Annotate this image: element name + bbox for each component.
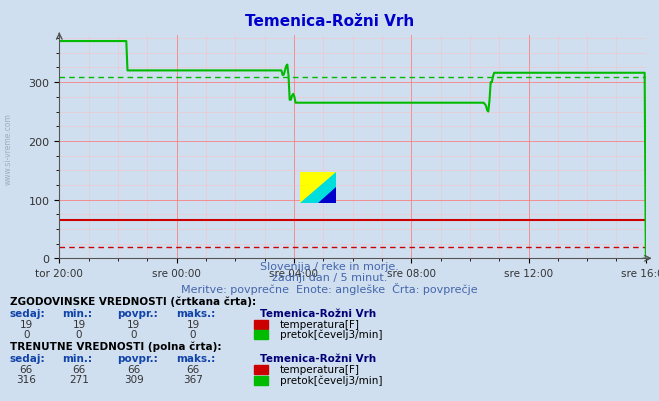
Text: temperatura[F]: temperatura[F]	[280, 319, 360, 329]
Text: TRENUTNE VREDNOSTI (polna črta):: TRENUTNE VREDNOSTI (polna črta):	[10, 341, 221, 351]
Text: 66: 66	[72, 364, 86, 374]
Text: 0: 0	[76, 329, 82, 339]
Text: povpr.:: povpr.:	[117, 308, 158, 318]
Text: Temenica-Rožni Vrh: Temenica-Rožni Vrh	[260, 308, 376, 318]
Text: sedaj:: sedaj:	[10, 353, 45, 363]
Text: povpr.:: povpr.:	[117, 353, 158, 363]
Text: sedaj:: sedaj:	[10, 308, 45, 318]
Text: maks.:: maks.:	[177, 353, 216, 363]
Text: 19: 19	[72, 319, 86, 329]
Text: 19: 19	[127, 319, 140, 329]
Text: ZGODOVINSKE VREDNOSTI (črtkana črta):: ZGODOVINSKE VREDNOSTI (črtkana črta):	[10, 296, 256, 306]
Text: 309: 309	[124, 375, 144, 385]
Text: Temenica-Rožni Vrh: Temenica-Rožni Vrh	[260, 353, 376, 363]
Text: 66: 66	[127, 364, 140, 374]
Text: 271: 271	[69, 375, 89, 385]
Polygon shape	[318, 188, 336, 203]
Text: 19: 19	[186, 319, 200, 329]
Text: min.:: min.:	[63, 353, 93, 363]
Text: maks.:: maks.:	[177, 308, 216, 318]
Text: zadnji dan / 5 minut.: zadnji dan / 5 minut.	[272, 272, 387, 282]
Polygon shape	[300, 173, 336, 203]
Polygon shape	[300, 173, 336, 203]
Text: min.:: min.:	[63, 308, 93, 318]
Text: 316: 316	[16, 375, 36, 385]
Text: 367: 367	[183, 375, 203, 385]
Text: Meritve: povprečne  Enote: angleške  Črta: povprečje: Meritve: povprečne Enote: angleške Črta:…	[181, 282, 478, 294]
Text: www.si-vreme.com: www.si-vreme.com	[3, 113, 13, 184]
Text: 19: 19	[20, 319, 33, 329]
Text: 66: 66	[20, 364, 33, 374]
Text: Temenica-Rožni Vrh: Temenica-Rožni Vrh	[245, 14, 414, 29]
Text: 0: 0	[130, 329, 137, 339]
Text: 0: 0	[190, 329, 196, 339]
Text: 66: 66	[186, 364, 200, 374]
Text: pretok[čevelj3/min]: pretok[čevelj3/min]	[280, 329, 383, 339]
Text: 0: 0	[23, 329, 30, 339]
Text: Slovenija / reke in morje.: Slovenija / reke in morje.	[260, 261, 399, 271]
Text: temperatura[F]: temperatura[F]	[280, 364, 360, 374]
Text: pretok[čevelj3/min]: pretok[čevelj3/min]	[280, 375, 383, 385]
